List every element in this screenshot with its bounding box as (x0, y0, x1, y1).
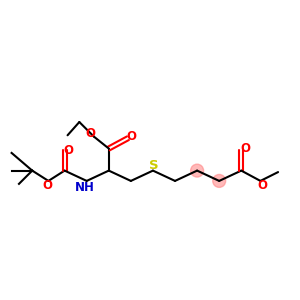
Text: O: O (42, 179, 52, 192)
Text: S: S (149, 159, 158, 172)
Circle shape (213, 174, 226, 188)
Text: O: O (85, 127, 95, 140)
Circle shape (190, 164, 204, 177)
Text: O: O (240, 142, 250, 155)
Text: O: O (257, 179, 267, 192)
Text: NH: NH (75, 181, 95, 194)
Text: O: O (63, 143, 74, 157)
Text: O: O (127, 130, 137, 143)
